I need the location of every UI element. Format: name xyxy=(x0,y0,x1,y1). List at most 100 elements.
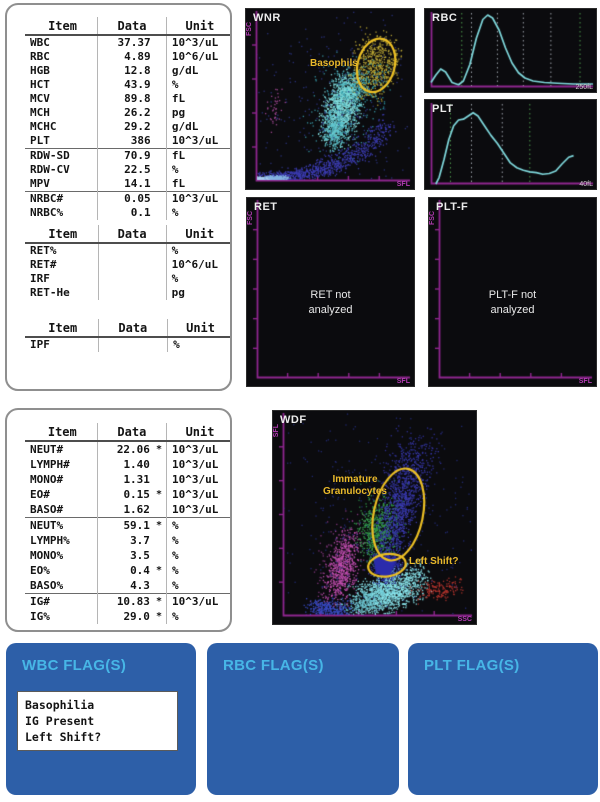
unit-cell: fL xyxy=(171,92,186,105)
rbc-flags-title: RBC FLAG(S) xyxy=(223,657,324,674)
basophils-annotation: Basophils xyxy=(310,58,358,69)
plt-f-x-axis-label: SFL xyxy=(578,378,592,385)
wnr-scatterplot[interactable]: WNR FSC SFL Basophils xyxy=(245,8,415,190)
table-row: IPF% xyxy=(25,337,230,352)
unit-cell: 10^6/uL xyxy=(171,258,219,271)
unit-cell: 10^3/uL xyxy=(172,458,219,471)
table-row: MPV 14.1 fL xyxy=(25,177,230,192)
ret-y-axis-label: FSC xyxy=(247,211,254,225)
flag-cell xyxy=(152,148,167,163)
plt-f-scatterplot[interactable]: PLT-F FSC SFL PLT-F not analyzed xyxy=(428,197,597,387)
table-row: NRBC# 0.05 10^3/uL xyxy=(25,191,230,206)
flag-cell xyxy=(152,120,167,134)
flag-cell xyxy=(151,286,167,300)
flag-cell: * xyxy=(151,487,168,502)
item-cell: RET% xyxy=(25,243,99,258)
table-row: EO% 0.4 *% xyxy=(25,563,230,578)
table-row: LYMPH# 1.40 10^3/uL xyxy=(25,457,230,472)
data-cell: 386 xyxy=(130,134,151,147)
flag-cell: * xyxy=(151,609,168,624)
unit-cell: % xyxy=(172,579,179,592)
plt-canvas xyxy=(425,100,596,189)
wdf-title: WDF xyxy=(280,414,307,426)
table-row: BASO# 1.62 10^3/uL xyxy=(25,502,230,518)
flag-cell xyxy=(152,50,167,64)
wdf-canvas xyxy=(273,411,476,624)
data-cell xyxy=(98,243,152,258)
table-row: WBC 37.37 10^3/uL xyxy=(25,35,230,50)
flag-cell xyxy=(151,533,168,548)
table-row: IRF% xyxy=(25,272,230,286)
data-cell: 37.37 xyxy=(117,36,151,49)
wnr-title: WNR xyxy=(253,12,281,24)
item-cell: LYMPH# xyxy=(25,457,98,472)
immature-granulocytes-annotation: Immature Granulocytes xyxy=(321,474,389,498)
unit-cell: % xyxy=(171,272,179,285)
item-cell: NEUT% xyxy=(25,517,98,533)
results-table: Item Data Unit RET%% RET# 10^6/uL IRF% RET-He pg xyxy=(25,225,230,300)
item-cell: RET-He xyxy=(25,286,99,300)
ret-table: Item Data Unit RET%% RET# 10^6/uL IRF% RET-He pg xyxy=(25,225,230,300)
flag-cell: * xyxy=(151,563,168,578)
item-cell: RET# xyxy=(25,258,99,272)
unit-cell: 10^3/uL xyxy=(172,443,219,456)
column-header: Item xyxy=(25,319,99,338)
flag-cell: * xyxy=(151,517,168,533)
data-cell: 1.40 xyxy=(123,458,150,471)
results-table: Item Data Unit IPF% xyxy=(25,319,230,352)
item-cell: RDW-SD xyxy=(25,148,99,163)
rbc-histogram[interactable]: RBC 250fL xyxy=(424,8,597,93)
unit-cell: 10^3/uL xyxy=(172,473,219,486)
rbc-xmax-label: 250fL xyxy=(575,84,593,91)
unit-cell: fL xyxy=(166,148,230,163)
flag-cell xyxy=(152,92,167,106)
column-header: Data xyxy=(98,225,167,244)
item-cell: NRBC% xyxy=(25,206,99,220)
table-row: MCV 89.8 fL xyxy=(25,92,230,106)
diff-table: Item Data Unit NEUT# 22.06 * 10^3/uL LYMPH# 1.40… xyxy=(25,423,230,624)
unit-cell: g/dL xyxy=(171,64,199,77)
wnr-canvas xyxy=(246,9,414,189)
item-cell: NEUT# xyxy=(25,441,98,457)
plt-f-not-analyzed-message: PLT-F not analyzed xyxy=(488,289,537,317)
results-table: Item Data Unit NEUT# 22.06 * 10^3/uL LYMPH# 1.40… xyxy=(25,423,230,624)
column-header: Data xyxy=(97,17,167,36)
plt-flags-title: PLT FLAG(S) xyxy=(424,657,520,674)
unit-cell: % xyxy=(171,206,179,219)
flag-cell xyxy=(152,177,167,192)
results-table: Item Data Unit WBC 37.37 10^3/uL RBC 4.89 10^6/u… xyxy=(25,17,230,220)
table-row: NEUT# 22.06 * 10^3/uL xyxy=(25,441,230,457)
data-cell xyxy=(98,286,152,300)
header-row: Item Data Unit xyxy=(25,319,230,338)
data-cell: 22.06 xyxy=(116,443,150,456)
header-row: Item Data Unit xyxy=(25,17,230,36)
cbc-results-panel: Item Data Unit WBC 37.37 10^3/uL RBC 4.89 10^6/u… xyxy=(5,3,232,391)
unit-cell: fL xyxy=(171,177,186,190)
rbc-title: RBC xyxy=(432,12,458,24)
item-cell: IRF xyxy=(25,272,99,286)
item-cell: MCHC xyxy=(25,120,99,134)
flag-cell xyxy=(151,258,167,272)
data-cell: 89.8 xyxy=(124,92,151,105)
flag-cell xyxy=(151,457,168,472)
ret-scatterplot[interactable]: RET FSC SFL RET not analyzed xyxy=(246,197,415,387)
table-row: MCHC 29.2 g/dL xyxy=(25,120,230,134)
wnr-y-axis-label: FSC xyxy=(246,22,253,36)
wbc-flags-list: Basophilia IG Present Left Shift? xyxy=(17,691,178,751)
item-cell: IG% xyxy=(25,609,98,624)
unit-cell: % xyxy=(172,610,179,623)
data-cell: 0.05 xyxy=(97,191,153,206)
wdf-scatterplot[interactable]: WDF SFL SSC Immature Granulocytes Left S… xyxy=(272,410,477,625)
data-cell: 12.8 xyxy=(124,64,151,77)
plt-histogram[interactable]: PLT 40fL xyxy=(424,99,597,190)
table-row: IG# 10.83 * 10^3/uL xyxy=(25,593,230,609)
ret-title: RET xyxy=(254,201,278,213)
data-cell: 0.1 xyxy=(130,206,151,219)
wnr-x-axis-label: SFL xyxy=(396,181,410,188)
table-row: RET# 10^6/uL xyxy=(25,258,230,272)
data-cell: 3.7 xyxy=(130,534,150,547)
data-cell: 3.5 xyxy=(130,549,150,562)
table-row: RET-He pg xyxy=(25,286,230,300)
item-cell: BASO% xyxy=(25,578,98,594)
flag-cell xyxy=(152,64,167,78)
